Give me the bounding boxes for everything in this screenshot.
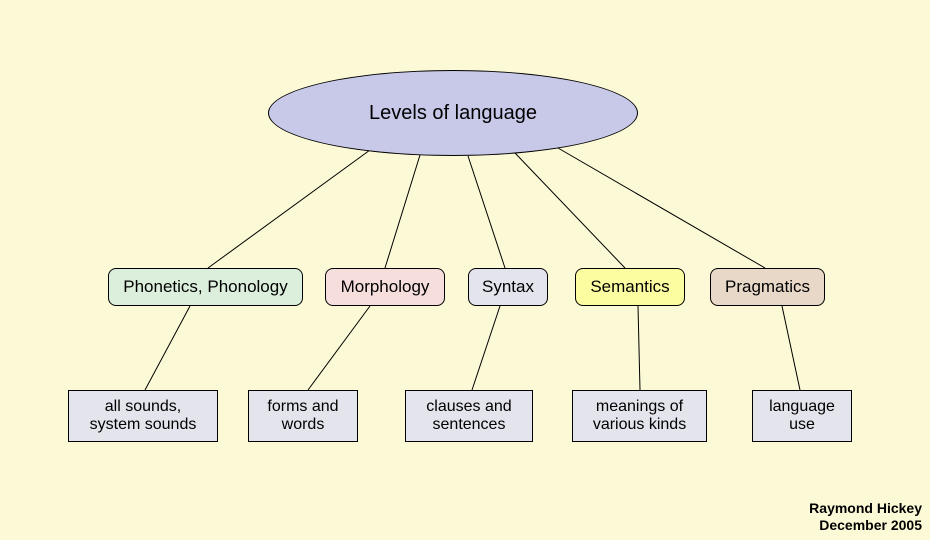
line-root-b1 xyxy=(385,155,420,268)
leaf-sounds: all sounds,system sounds xyxy=(68,390,218,442)
line-root-b0 xyxy=(208,150,370,268)
line-b4-leaf xyxy=(782,306,800,390)
credit-author: Raymond Hickey xyxy=(809,500,922,517)
branch-label: Pragmatics xyxy=(725,277,810,297)
branch-label: Morphology xyxy=(341,277,430,297)
branch-label: Phonetics, Phonology xyxy=(123,277,287,297)
branch-label: Syntax xyxy=(482,277,534,297)
leaf-clauses: clauses andsentences xyxy=(405,390,533,442)
branch-syntax: Syntax xyxy=(468,268,548,306)
leaf-forms: forms andwords xyxy=(248,390,358,442)
line-b1-leaf xyxy=(308,306,370,390)
leaf-label: clauses andsentences xyxy=(426,398,511,434)
line-b0-leaf xyxy=(145,306,190,390)
branch-pragmatics: Pragmatics xyxy=(710,268,825,306)
root-node: Levels of language xyxy=(268,70,638,156)
leaf-use: languageuse xyxy=(752,390,852,442)
leaf-meanings: meanings ofvarious kinds xyxy=(572,390,707,442)
diagram-canvas: Levels of language Phonetics, Phonology … xyxy=(0,0,930,540)
branch-phonetics: Phonetics, Phonology xyxy=(108,268,303,306)
leaf-label: forms andwords xyxy=(267,398,338,434)
line-root-b4 xyxy=(558,148,765,268)
branch-label: Semantics xyxy=(590,277,669,297)
root-label: Levels of language xyxy=(369,102,537,125)
leaf-label: all sounds,system sounds xyxy=(90,398,197,434)
branch-morphology: Morphology xyxy=(325,268,445,306)
branch-semantics: Semantics xyxy=(575,268,685,306)
line-root-b2 xyxy=(468,156,505,268)
leaf-label: meanings ofvarious kinds xyxy=(593,398,686,434)
line-b3-leaf xyxy=(638,306,640,390)
leaf-label: languageuse xyxy=(769,398,835,434)
credit-date: December 2005 xyxy=(809,517,922,534)
line-root-b3 xyxy=(515,153,625,268)
credit-block: Raymond Hickey December 2005 xyxy=(809,500,922,534)
line-b2-leaf xyxy=(472,306,500,390)
